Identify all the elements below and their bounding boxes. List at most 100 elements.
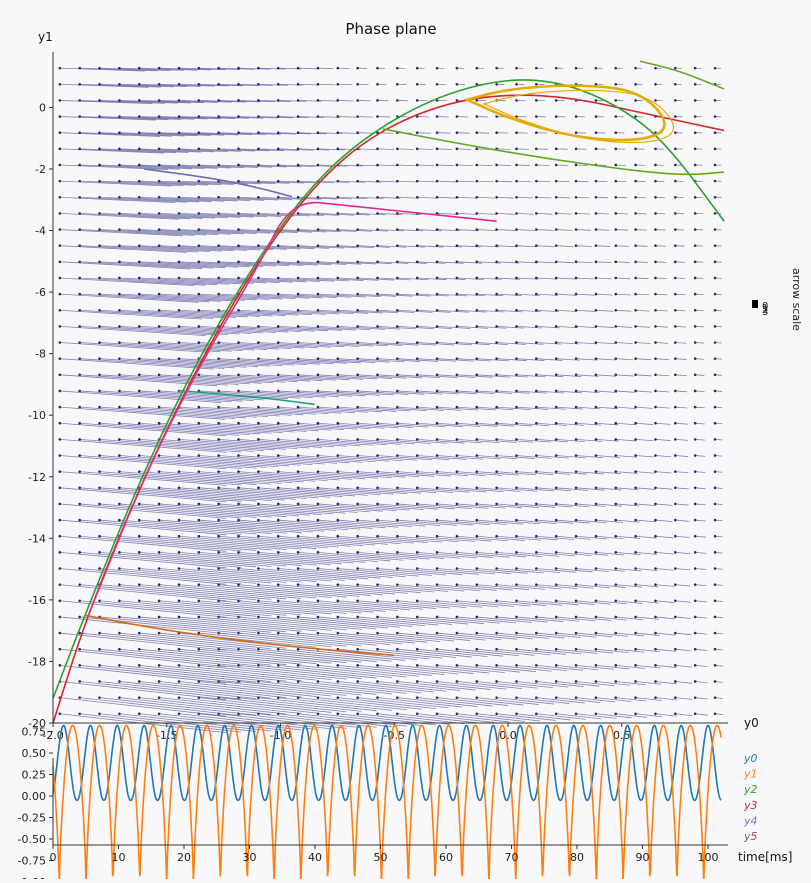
- vector-anchor: [257, 632, 260, 635]
- vector-anchor: [416, 164, 419, 167]
- vector-anchor: [614, 519, 617, 522]
- vector-anchor: [297, 374, 300, 377]
- vector-anchor: [257, 422, 260, 425]
- vector-anchor: [595, 599, 598, 602]
- vector-anchor: [436, 293, 439, 296]
- vector-anchor: [634, 196, 637, 199]
- vector-anchor: [436, 632, 439, 635]
- vector-anchor: [396, 470, 399, 473]
- vector-anchor: [614, 164, 617, 167]
- vector-anchor: [436, 680, 439, 683]
- vector-anchor: [396, 632, 399, 635]
- vector-anchor: [694, 99, 697, 102]
- vector-anchor: [356, 616, 359, 619]
- vector-anchor: [297, 632, 300, 635]
- vector-anchor: [356, 67, 359, 70]
- vector-anchor: [178, 99, 181, 102]
- vector-anchor: [217, 131, 220, 134]
- vector-anchor: [416, 616, 419, 619]
- vector-anchor: [59, 616, 62, 619]
- vector-anchor: [674, 535, 677, 538]
- vector-anchor: [336, 519, 339, 522]
- vector-anchor: [694, 648, 697, 651]
- vector-anchor: [277, 83, 280, 86]
- vector-anchor: [535, 486, 538, 489]
- vector-arrow: [437, 133, 450, 134]
- vector-anchor: [59, 374, 62, 377]
- legend-item-y0[interactable]: y0: [743, 752, 758, 765]
- vector-anchor: [376, 293, 379, 296]
- vector-anchor: [535, 664, 538, 667]
- vector-anchor: [396, 438, 399, 441]
- time-x-tick-label: 10: [112, 851, 126, 864]
- vector-anchor: [436, 486, 439, 489]
- vector-anchor: [118, 519, 121, 522]
- vector-anchor: [634, 180, 637, 183]
- vector-anchor: [98, 632, 101, 635]
- vector-anchor: [436, 277, 439, 280]
- vector-anchor: [634, 422, 637, 425]
- vector-anchor: [575, 277, 578, 280]
- vector-anchor: [356, 212, 359, 215]
- vector-anchor: [495, 632, 498, 635]
- vector-anchor: [237, 115, 240, 118]
- vector-anchor: [356, 567, 359, 570]
- vector-anchor: [178, 67, 181, 70]
- vector-anchor: [297, 148, 300, 151]
- vector-anchor: [674, 680, 677, 683]
- vector-anchor: [317, 599, 320, 602]
- vector-anchor: [575, 115, 578, 118]
- vector-anchor: [376, 438, 379, 441]
- vector-anchor: [118, 212, 121, 215]
- vector-anchor: [694, 470, 697, 473]
- vector-anchor: [674, 244, 677, 247]
- vector-anchor: [555, 196, 558, 199]
- vector-anchor: [714, 519, 717, 522]
- vector-anchor: [475, 696, 478, 699]
- vector-anchor: [178, 341, 181, 344]
- vector-anchor: [178, 583, 181, 586]
- vector-anchor: [396, 83, 399, 86]
- vector-anchor: [436, 712, 439, 715]
- legend-item-y3[interactable]: y3: [743, 799, 758, 812]
- vector-anchor: [138, 712, 141, 715]
- vector-anchor: [515, 406, 518, 409]
- vector-anchor: [356, 438, 359, 441]
- vector-anchor: [535, 309, 538, 312]
- vector-anchor: [396, 374, 399, 377]
- vector-anchor: [217, 357, 220, 360]
- vector-anchor: [98, 519, 101, 522]
- vector-anchor: [257, 438, 260, 441]
- vector-anchor: [535, 422, 538, 425]
- vector-anchor: [277, 599, 280, 602]
- vector-anchor: [396, 148, 399, 151]
- vector-anchor: [694, 406, 697, 409]
- vector-anchor: [694, 567, 697, 570]
- vector-anchor: [396, 454, 399, 457]
- vector-anchor: [356, 164, 359, 167]
- vector-anchor: [217, 551, 220, 554]
- vector-arrow: [358, 117, 373, 118]
- vector-anchor: [118, 632, 121, 635]
- vector-anchor: [78, 696, 81, 699]
- vector-anchor: [535, 616, 538, 619]
- vector-anchor: [634, 374, 637, 377]
- vector-anchor: [674, 503, 677, 506]
- vector-anchor: [495, 244, 498, 247]
- legend-item-y4[interactable]: y4: [743, 814, 758, 827]
- vector-anchor: [694, 164, 697, 167]
- vector-anchor: [317, 148, 320, 151]
- vector-anchor: [416, 454, 419, 457]
- vector-anchor: [138, 341, 141, 344]
- vector-anchor: [198, 503, 201, 506]
- vector-anchor: [535, 454, 538, 457]
- legend-item-y1[interactable]: y1: [743, 768, 758, 781]
- vector-anchor: [475, 374, 478, 377]
- legend-item-y2[interactable]: y2: [743, 783, 758, 796]
- vector-anchor: [634, 680, 637, 683]
- vector-anchor: [694, 535, 697, 538]
- legend-item-y5[interactable]: y5: [743, 830, 758, 843]
- vector-anchor: [694, 583, 697, 586]
- vector-anchor: [396, 486, 399, 489]
- vector-anchor: [714, 261, 717, 264]
